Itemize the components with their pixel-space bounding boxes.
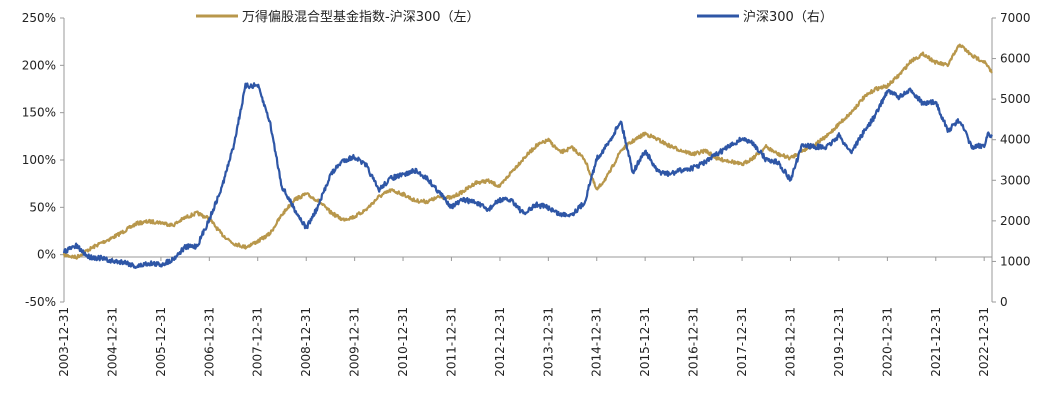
- x-tick-label: 2014-12-31: [590, 307, 604, 377]
- x-tick-label: 2016-12-31: [687, 307, 701, 377]
- series-line-csi300: [62, 82, 993, 269]
- series-line-fund-minus-csi300: [62, 43, 993, 260]
- left-y-ticks: -50% 0% 50% 100% 150% 200% 250%: [22, 11, 64, 309]
- x-tick-label: 2006-12-31: [202, 307, 216, 377]
- right-y-tick-label: 4000: [1000, 133, 1031, 147]
- left-y-tick-label: 250%: [22, 11, 56, 25]
- x-tick-label: 2005-12-31: [154, 307, 168, 377]
- x-tick-label: 2010-12-31: [396, 307, 410, 377]
- left-y-tick-label: -50%: [25, 295, 56, 309]
- left-y-tick-label: 50%: [29, 200, 56, 214]
- x-tick-label: 2007-12-31: [251, 307, 265, 377]
- series-layer: [62, 43, 993, 269]
- left-y-tick-label: 0%: [37, 248, 56, 262]
- left-y-tick-label: 150%: [22, 106, 56, 120]
- legend-label-fund: 万得偏股混合型基金指数-沪深300（左）: [242, 9, 480, 25]
- x-ticks: 2003-12-31 2004-12-31 2005-12-31 2006-12-31…: [57, 257, 991, 377]
- right-y-tick-label: 0: [1000, 295, 1008, 309]
- x-tick-label: 2004-12-31: [106, 307, 120, 377]
- x-tick-label: 2021-12-31: [929, 307, 943, 377]
- right-y-tick-label: 2000: [1000, 214, 1031, 228]
- x-tick-label: 2008-12-31: [299, 307, 313, 377]
- right-y-tick-label: 6000: [1000, 52, 1031, 66]
- right-y-tick-label: 5000: [1000, 92, 1031, 106]
- right-y-tick-label: 3000: [1000, 173, 1031, 187]
- x-tick-label: 2017-12-31: [735, 307, 749, 377]
- x-tick-label: 2012-12-31: [493, 307, 507, 377]
- axes-group: [63, 18, 993, 302]
- legend-label-csi300: 沪深300（右）: [743, 9, 833, 25]
- x-tick-label: 2011-12-31: [444, 307, 458, 377]
- x-tick-label: 2013-12-31: [541, 307, 555, 377]
- x-tick-label: 2022-12-31: [977, 307, 991, 377]
- x-tick-label: 2009-12-31: [348, 307, 362, 377]
- x-tick-label: 2020-12-31: [880, 307, 894, 377]
- x-tick-label: 2003-12-31: [57, 307, 71, 377]
- left-y-tick-label: 100%: [22, 153, 56, 167]
- legend: 万得偏股混合型基金指数-沪深300（左） 沪深300（右）: [196, 9, 833, 25]
- x-tick-label: 2018-12-31: [783, 307, 797, 377]
- right-y-tick-label: 7000: [1000, 11, 1031, 25]
- x-tick-label: 2015-12-31: [638, 307, 652, 377]
- right-y-tick-label: 1000: [1000, 254, 1031, 268]
- x-tick-label: 2019-12-31: [832, 307, 846, 377]
- right-y-ticks: 0 1000 2000 3000 4000 5000 6000 7000: [992, 11, 1031, 309]
- left-y-tick-label: 200%: [22, 58, 56, 72]
